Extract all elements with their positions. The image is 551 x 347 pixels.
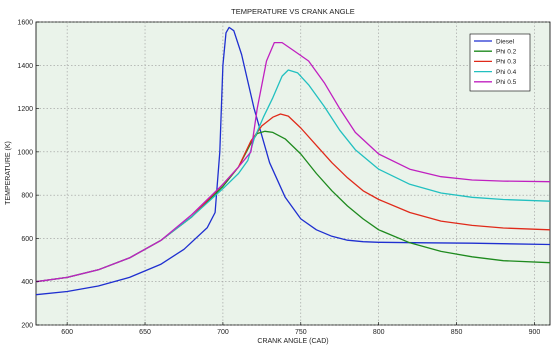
legend-label: Diesel <box>496 38 515 45</box>
x-tick-label: 650 <box>139 329 151 336</box>
y-tick-label: 600 <box>21 236 33 243</box>
y-axis-title: TEMPERATURE (K) <box>5 141 12 205</box>
series-line-phi-0-5 <box>35 41 551 283</box>
legend-label: Phi 0.5 <box>496 79 517 86</box>
series-line-diesel <box>35 26 551 296</box>
y-tick-label: 1200 <box>17 106 33 113</box>
x-tick-label: 900 <box>529 329 541 336</box>
y-tick-label: 200 <box>21 323 33 330</box>
x-tick-label: 700 <box>217 329 229 336</box>
legend-label: Phi 0.3 <box>496 59 517 66</box>
legend: Diesel Phi 0.2 Phi 0.3 Phi 0.4 Phi 0.5 <box>469 33 531 92</box>
y-tick-label: 1000 <box>17 149 33 156</box>
y-tick-label: 800 <box>21 193 33 200</box>
grid <box>36 21 550 326</box>
x-tick-label: 600 <box>61 329 73 336</box>
y-axis: 200 400 600 800 1000 1200 1400 1600 <box>17 20 39 330</box>
x-axis-title: CRANK ANGLE (CAD) <box>257 338 328 345</box>
x-tick-label: 850 <box>451 329 463 336</box>
x-tick-label: 750 <box>295 329 307 336</box>
plot-area <box>35 21 551 326</box>
x-axis: 600 650 700 750 800 850 900 <box>61 322 540 336</box>
chart-title: TEMPERATURE VS CRANK ANGLE <box>231 7 355 16</box>
y-tick-label: 400 <box>21 279 33 286</box>
x-tick-label: 800 <box>373 329 385 336</box>
legend-label: Phi 0.2 <box>496 49 517 56</box>
y-tick-label: 1600 <box>17 20 33 27</box>
legend-label: Phi 0.4 <box>496 69 517 76</box>
legend-box <box>469 33 531 92</box>
series-group <box>35 26 551 296</box>
y-tick-label: 1400 <box>17 63 33 70</box>
